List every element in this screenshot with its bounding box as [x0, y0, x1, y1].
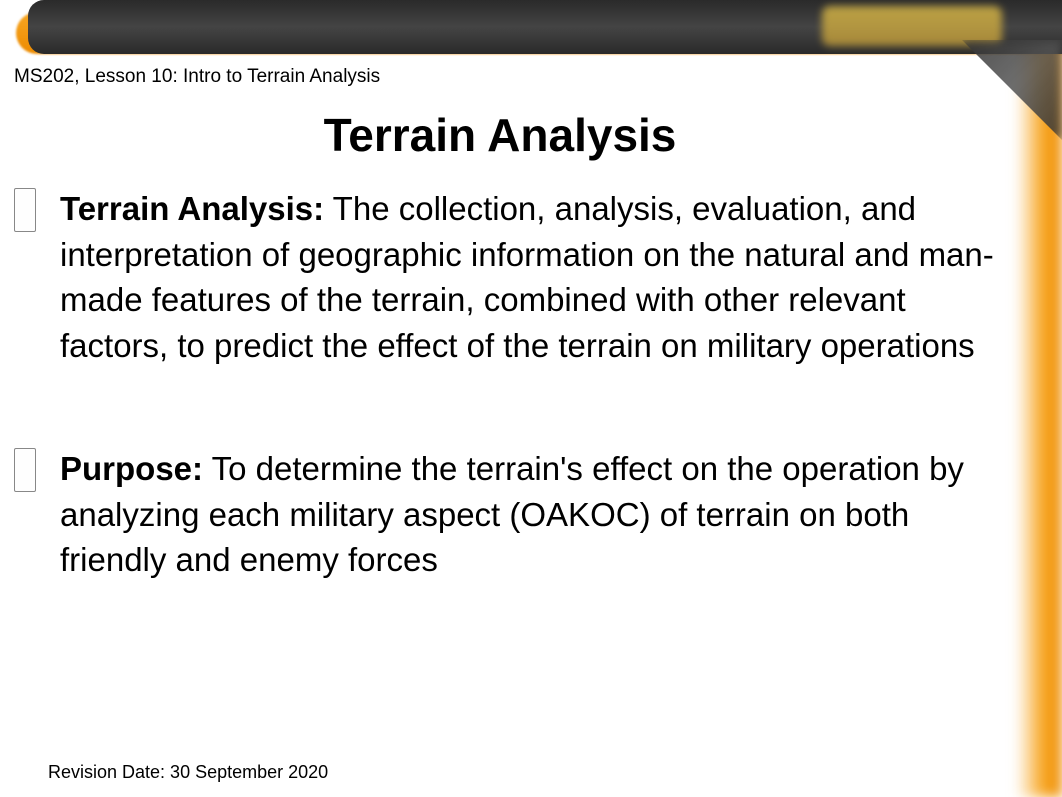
bullet-label: Purpose: [60, 450, 203, 487]
slide-title: Terrain Analysis [0, 108, 1000, 162]
bullet-item: Purpose: To determine the terrain's effe… [14, 446, 1010, 583]
slide-footer: Revision Date: 30 September 2020 [48, 762, 328, 783]
bullet-text: Terrain Analysis: The collection, analys… [60, 186, 1010, 368]
slide-content: Terrain Analysis: The collection, analys… [14, 186, 1010, 661]
bullet-marker-icon [14, 448, 36, 492]
slide-header: MS202, Lesson 10: Intro to Terrain Analy… [14, 66, 380, 88]
bullet-text: Purpose: To determine the terrain's effe… [60, 446, 1010, 583]
bullet-item: Terrain Analysis: The collection, analys… [14, 186, 1010, 368]
bullet-label: Terrain Analysis: [60, 190, 324, 227]
bullet-marker-icon [14, 188, 36, 232]
